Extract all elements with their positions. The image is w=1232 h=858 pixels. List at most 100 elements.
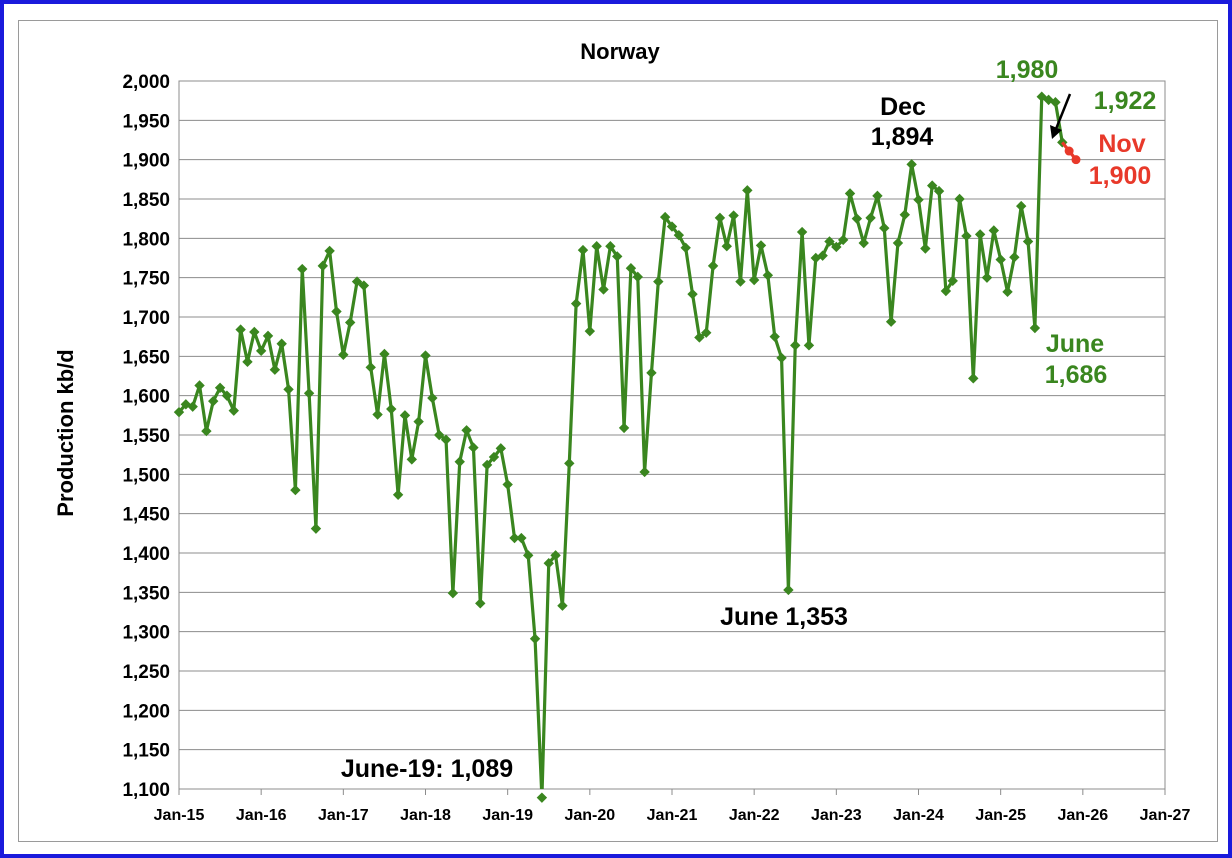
y-tick-label: 1,400 [122,544,170,565]
data-point [468,442,479,453]
data-point [386,403,397,415]
data-point [372,409,383,420]
data-point [433,429,445,441]
data-point [742,185,753,196]
data-point [796,226,808,238]
y-tick-label: 1,450 [122,505,170,526]
data-point [509,532,520,544]
data-point [1002,286,1013,298]
data-point [338,349,349,360]
annotation-latest-value: 1,922 [1094,87,1157,115]
data-point [269,364,281,375]
data-point [790,340,801,351]
data-point [885,316,897,327]
data-point [817,250,828,261]
data-point [755,240,767,251]
data-point [721,241,732,252]
data-point [605,241,616,252]
data-point [584,325,596,337]
data-point [310,523,322,534]
y-tick-label: 1,700 [122,308,170,329]
data-point [235,324,246,335]
data-point [714,212,726,224]
x-tick-label: Jan-24 [893,807,944,824]
y-tick-label: 1,750 [122,269,170,290]
data-point [324,245,335,257]
data-point [249,326,260,338]
data-point [1009,252,1020,263]
data-point [776,352,787,364]
data-point [913,194,924,205]
data-point [926,180,938,191]
x-tick-label: Jan-16 [236,807,287,824]
pointer-arrow [1050,93,1072,139]
annotation-nov-value: 1,900 [1089,162,1152,190]
data-point [1043,94,1054,106]
data-point [995,254,1006,265]
data-point [735,276,746,287]
y-tick-label: 2,000 [122,72,170,93]
y-tick-label: 1,850 [122,190,170,211]
x-tick-label: Jan-19 [482,807,533,824]
annotation-june19: June-19: 1,089 [341,755,513,783]
data-point [495,443,507,454]
data-point [481,459,493,471]
data-point [879,222,890,234]
data-point [317,260,328,272]
data-point [461,425,472,436]
data-point [988,225,1000,236]
annotation-nov-label: Nov [1098,130,1145,158]
annotations: Dec 1,894 1,980 1,922 Nov 1,900 June 1,6… [341,56,1156,783]
data-point [748,274,760,286]
data-point [214,382,226,393]
data-point [454,456,465,467]
data-point [666,221,678,232]
forecast-series [1061,141,1081,165]
data-point [262,330,274,342]
data-point [858,237,869,249]
data-point [981,272,993,283]
data-point [570,298,582,309]
y-tick-label: 1,250 [122,662,170,683]
data-point [358,280,370,291]
annotation-june-value: 1,686 [1045,361,1108,389]
data-point [283,384,294,395]
data-point [851,213,863,224]
data-point [899,209,911,220]
data-point [550,550,561,561]
annotation-dec-label: Dec [880,93,926,121]
x-tick-label: Jan-18 [400,807,451,824]
y-tick-label: 1,500 [122,465,170,486]
data-point [1064,146,1074,156]
data-point [523,550,534,561]
series-layer [173,91,1081,803]
data-point [612,251,623,262]
data-point [940,285,952,297]
data-point [803,340,815,351]
data-point [837,234,849,246]
data-point [536,792,548,803]
data-point [255,345,267,357]
y-tick-label: 1,100 [122,780,170,801]
x-tick-label: Jan-26 [1057,807,1108,824]
data-point [694,332,705,343]
data-point [872,190,883,202]
data-point [303,388,315,399]
annotation-june22: June 1,353 [720,603,848,631]
data-point [687,288,698,300]
data-point [961,230,972,242]
data-point [673,229,685,241]
y-tick-label: 1,900 [122,151,170,172]
data-point [831,241,842,253]
data-point [379,348,390,360]
data-point [344,317,356,328]
data-point [290,484,301,496]
data-point [577,244,589,256]
data-point [1029,322,1041,334]
data-point [762,270,774,281]
production-series [173,91,1068,803]
y-tick-label: 1,600 [122,387,170,408]
data-point [954,193,965,205]
gridlines [178,80,1166,795]
data-point [564,458,575,469]
